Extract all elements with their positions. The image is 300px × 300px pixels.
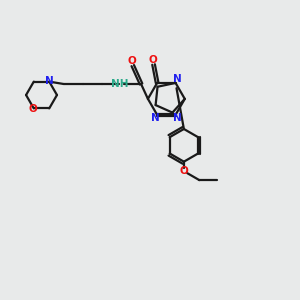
Text: O: O bbox=[179, 166, 188, 176]
Text: O: O bbox=[127, 56, 136, 66]
Text: N: N bbox=[173, 113, 182, 123]
Text: N: N bbox=[173, 74, 182, 84]
Text: N: N bbox=[151, 113, 160, 123]
Text: NH: NH bbox=[111, 79, 128, 89]
Text: O: O bbox=[29, 104, 38, 114]
Text: O: O bbox=[148, 55, 157, 65]
Text: N: N bbox=[46, 76, 54, 86]
